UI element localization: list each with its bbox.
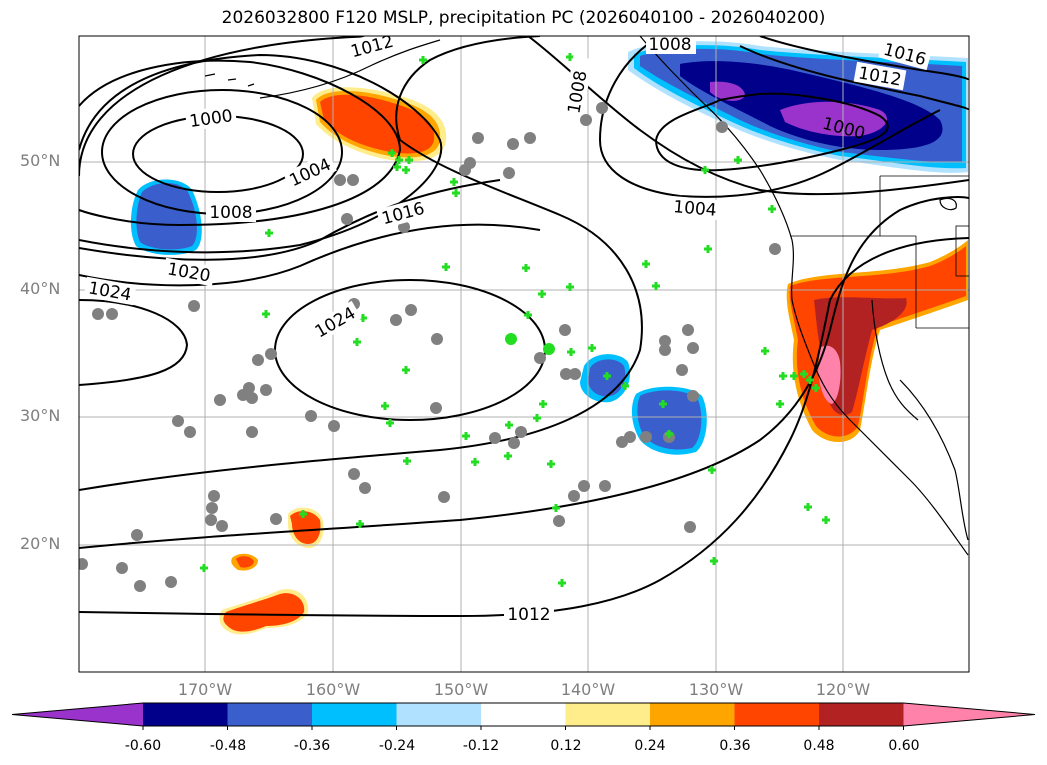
colorbar-tick-label: -0.12	[462, 738, 500, 754]
lon-label: 120°W	[815, 680, 871, 699]
colorbar-segment	[396, 703, 482, 726]
colorbar-extend-min	[12, 703, 143, 726]
colorbar-tick-label: -0.36	[293, 738, 331, 754]
graticule	[79, 36, 969, 672]
borders	[790, 175, 969, 329]
colorbar-segment	[565, 703, 651, 726]
colorbar-segment	[481, 703, 566, 726]
coastlines	[204, 36, 969, 556]
lon-label: 130°W	[688, 680, 744, 699]
colorbar-segment	[227, 703, 313, 726]
lon-label: 140°W	[560, 680, 616, 699]
lat-label: 50°N	[20, 151, 61, 170]
observation-markers	[79, 53, 830, 592]
colorbar-tick-label: 0.36	[719, 738, 751, 754]
colorbar-segment	[734, 703, 820, 726]
lon-label: 170°W	[177, 680, 233, 699]
colorbar	[11, 702, 1036, 730]
colorbar-tick-label: 0.24	[634, 738, 666, 754]
colorbar-tick-label: -0.60	[124, 738, 162, 754]
colorbar-tick-label: -0.24	[378, 738, 416, 754]
isobar-label: 1008	[209, 203, 252, 223]
map-title: 2026032800 F120 MSLP, precipitation PC (…	[221, 8, 826, 28]
colorbar-tick-label: 0.48	[803, 738, 835, 754]
colorbar-segment	[650, 703, 735, 726]
lon-label: 150°W	[433, 680, 489, 699]
lat-label: 40°N	[20, 279, 61, 298]
isobar-label: 1008	[648, 35, 691, 55]
lat-label: 20°N	[20, 534, 61, 553]
colorbar-tick-label: 0.60	[888, 738, 920, 754]
isobar-label: 1012	[507, 605, 550, 625]
isobar-labels: 1012 1008 1016 1012 1008 1000 1000 1004 …	[83, 35, 932, 625]
colorbar-tick-label: 0.12	[550, 738, 582, 754]
map-frame	[78, 35, 970, 673]
isobar-label: 1004	[672, 197, 717, 221]
colorbar-tick-label: -0.48	[209, 738, 247, 754]
colorbar-segment	[819, 703, 904, 726]
lon-label: 160°W	[305, 680, 361, 699]
colorbar-segment	[143, 703, 228, 726]
colorbar-extend-max	[903, 703, 1035, 726]
lat-label: 30°N	[20, 406, 61, 425]
colorbar-segment	[312, 703, 397, 726]
